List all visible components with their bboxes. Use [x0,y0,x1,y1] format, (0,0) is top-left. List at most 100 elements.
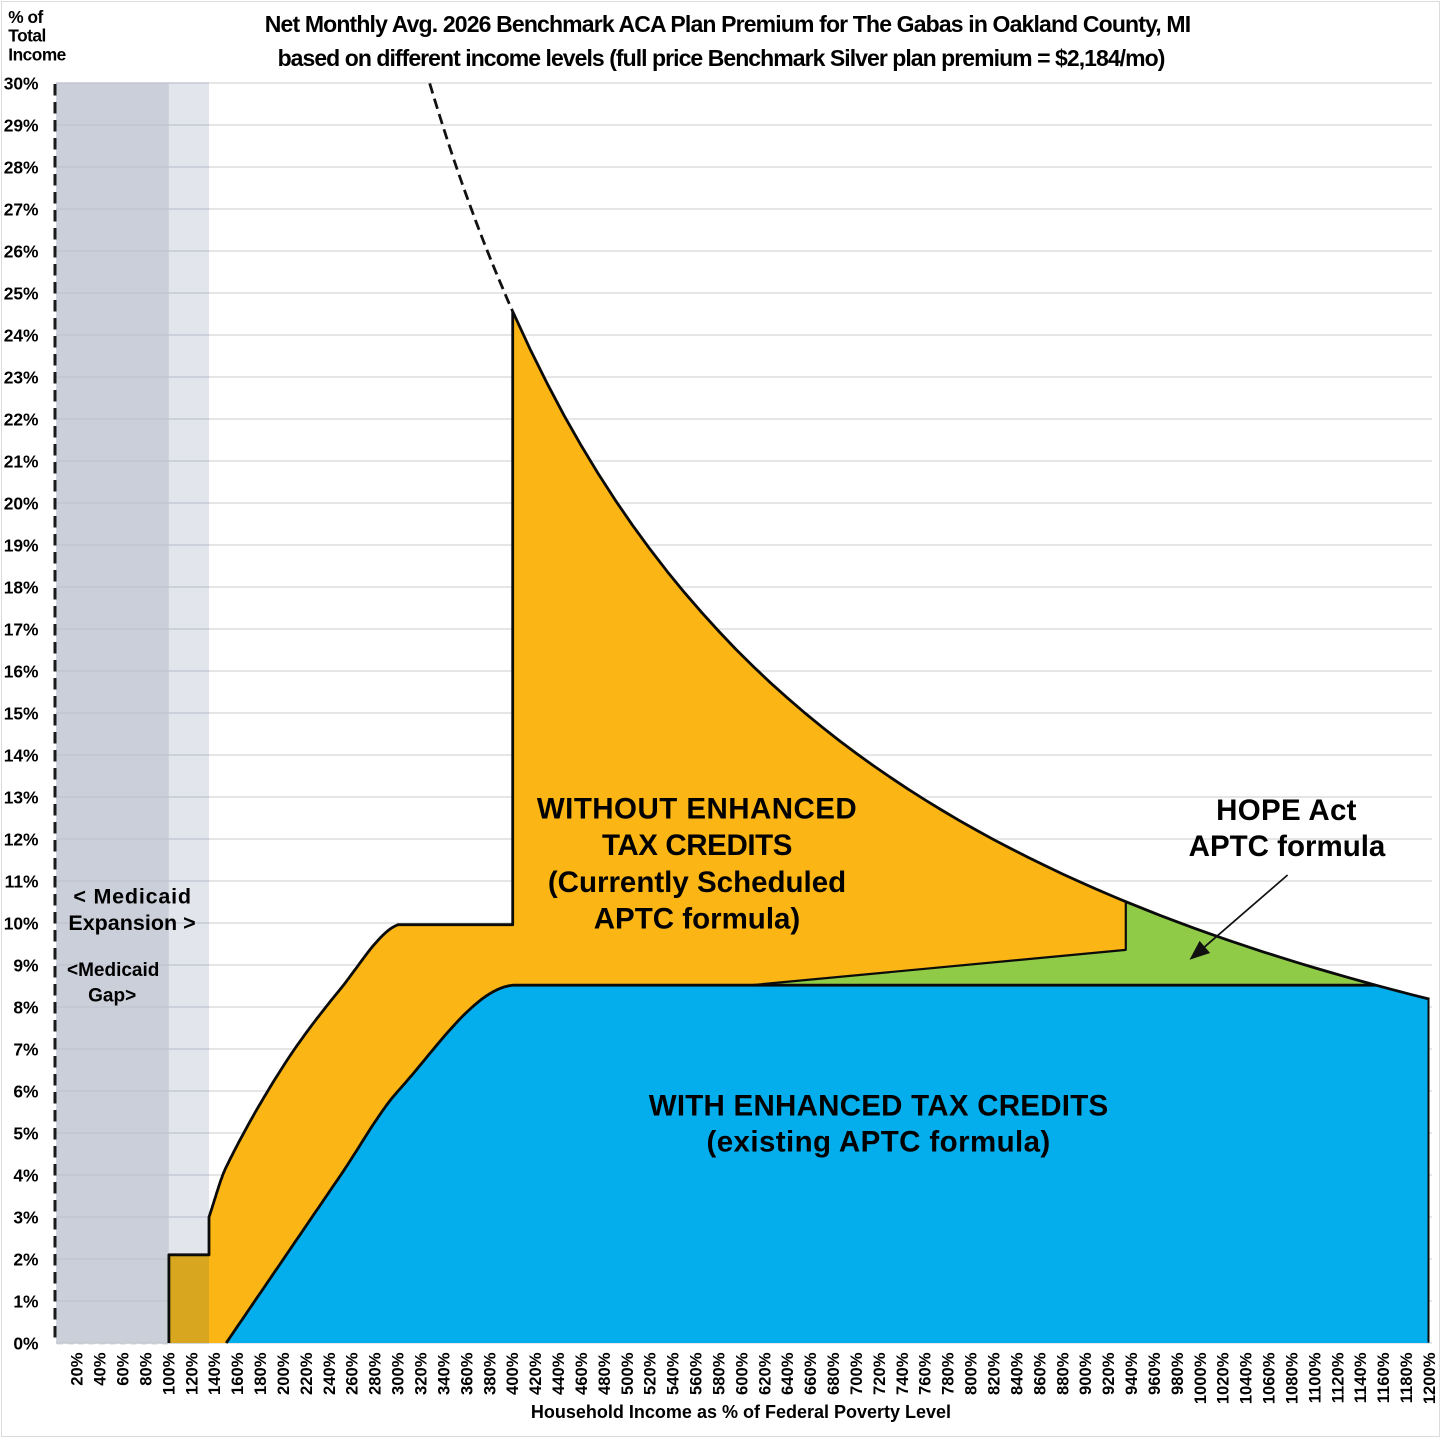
svg-text:14%: 14% [4,746,39,766]
svg-text:(Currently Scheduled: (Currently Scheduled [548,866,846,899]
svg-text:19%: 19% [4,536,39,556]
svg-text:320%: 320% [412,1352,431,1395]
svg-text:20%: 20% [68,1352,87,1385]
svg-text:820%: 820% [985,1352,1004,1395]
svg-text:22%: 22% [4,410,39,430]
svg-text:60%: 60% [114,1352,133,1385]
svg-text:29%: 29% [4,116,39,136]
svg-text:660%: 660% [801,1352,820,1395]
svg-text:920%: 920% [1099,1352,1118,1395]
svg-text:1%: 1% [13,1292,38,1312]
svg-text:580%: 580% [710,1352,729,1395]
svg-text:1080%: 1080% [1283,1352,1302,1404]
svg-text:560%: 560% [687,1352,706,1395]
svg-text:1000%: 1000% [1191,1352,1210,1404]
svg-text:25%: 25% [4,284,39,304]
svg-text:400%: 400% [503,1352,522,1395]
svg-text:7%: 7% [13,1040,38,1060]
svg-text:360%: 360% [457,1352,476,1395]
svg-text:600%: 600% [732,1352,751,1395]
svg-text:5%: 5% [13,1124,38,1144]
svg-text:840%: 840% [1007,1352,1026,1395]
svg-text:440%: 440% [549,1352,568,1395]
svg-text:APTC formula): APTC formula) [594,902,801,935]
svg-text:27%: 27% [4,200,39,220]
svg-text:3%: 3% [13,1208,38,1228]
svg-text:11%: 11% [5,872,39,892]
svg-text:220%: 220% [297,1352,316,1395]
svg-text:13%: 13% [4,788,39,808]
svg-text:8%: 8% [13,998,38,1018]
svg-text:200%: 200% [274,1352,293,1395]
svg-text:1060%: 1060% [1260,1352,1279,1404]
svg-text:640%: 640% [778,1352,797,1395]
svg-text:Gap>: Gap> [88,986,136,1007]
svg-text:460%: 460% [572,1352,591,1395]
svg-text:10%: 10% [4,914,39,934]
svg-text:340%: 340% [434,1352,453,1395]
svg-text:1140%: 1140% [1351,1352,1370,1403]
svg-text:0%: 0% [13,1334,38,1354]
svg-text:HOPE Act: HOPE Act [1216,794,1357,827]
svg-text:800%: 800% [962,1352,981,1395]
svg-text:780%: 780% [939,1352,958,1395]
svg-text:540%: 540% [664,1352,683,1395]
svg-text:17%: 17% [4,620,39,640]
svg-text:2%: 2% [13,1250,38,1270]
svg-text:% of: % of [8,7,43,27]
svg-text:9%: 9% [13,956,38,976]
svg-text:Income: Income [8,45,66,65]
svg-text:500%: 500% [618,1352,637,1395]
svg-text:420%: 420% [526,1352,545,1395]
svg-text:740%: 740% [893,1352,912,1395]
svg-text:380%: 380% [480,1352,499,1395]
svg-text:WITHOUT ENHANCED: WITHOUT ENHANCED [537,793,857,826]
svg-text:26%: 26% [4,242,39,262]
svg-text:18%: 18% [4,578,39,598]
svg-text:300%: 300% [389,1352,408,1395]
svg-text:based on different income leve: based on different income levels (full p… [278,45,1165,71]
svg-text:APTC formula: APTC formula [1189,830,1386,863]
svg-text:< Medicaid: < Medicaid [73,885,192,909]
svg-text:TAX CREDITS: TAX CREDITS [602,829,792,862]
svg-text:Expansion >: Expansion > [68,911,195,935]
svg-text:Net Monthly Avg. 2026 Benchmar: Net Monthly Avg. 2026 Benchmark ACA Plan… [265,11,1190,37]
svg-text:20%: 20% [4,494,39,514]
svg-text:1020%: 1020% [1214,1352,1233,1404]
svg-text:720%: 720% [870,1352,889,1395]
svg-text:880%: 880% [1053,1352,1072,1395]
svg-text:1160%: 1160% [1374,1352,1393,1403]
svg-text:240%: 240% [320,1352,339,1395]
svg-text:16%: 16% [4,662,39,682]
svg-text:1100%: 1100% [1305,1352,1324,1403]
svg-text:860%: 860% [1030,1352,1049,1395]
svg-text:1040%: 1040% [1237,1352,1256,1404]
svg-text:160%: 160% [228,1352,247,1395]
svg-text:15%: 15% [4,704,39,724]
svg-text:900%: 900% [1076,1352,1095,1395]
svg-text:620%: 620% [755,1352,774,1395]
svg-text:80%: 80% [137,1352,156,1385]
svg-text:(existing APTC formula): (existing APTC formula) [707,1126,1051,1159]
svg-text:21%: 21% [4,452,39,472]
svg-text:Total: Total [8,26,46,46]
svg-text:100%: 100% [159,1352,178,1395]
svg-text:1180%: 1180% [1397,1352,1416,1403]
svg-text:260%: 260% [343,1352,362,1395]
svg-text:28%: 28% [4,158,39,178]
svg-text:940%: 940% [1122,1352,1141,1395]
svg-text:4%: 4% [13,1166,38,1186]
svg-text:520%: 520% [641,1352,660,1395]
svg-text:480%: 480% [595,1352,614,1395]
svg-text:180%: 180% [251,1352,270,1395]
svg-text:23%: 23% [4,368,39,388]
svg-text:140%: 140% [205,1352,224,1395]
svg-text:1120%: 1120% [1328,1352,1347,1403]
svg-text:30%: 30% [4,74,39,94]
svg-text:40%: 40% [91,1352,110,1385]
svg-text:980%: 980% [1168,1352,1187,1395]
svg-text:6%: 6% [13,1082,38,1102]
svg-text:<Medicaid: <Medicaid [67,960,159,981]
svg-text:Household Income as % of Feder: Household Income as % of Federal Poverty… [531,1402,951,1422]
svg-text:120%: 120% [182,1352,201,1395]
